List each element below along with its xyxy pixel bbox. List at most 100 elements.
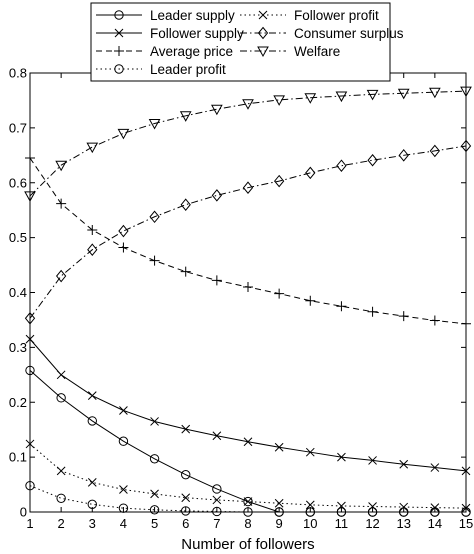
x-tick-label: 9 xyxy=(276,516,283,531)
series-line-follower-profit xyxy=(29,443,467,509)
point-follower-supply xyxy=(212,431,222,441)
point-leader-profit xyxy=(56,493,66,503)
point-leader-supply xyxy=(56,393,66,403)
point-welfare xyxy=(273,95,285,106)
point-follower-profit xyxy=(181,493,191,503)
series-welfare xyxy=(24,86,472,202)
point-average-price xyxy=(118,242,129,253)
series-follower-profit xyxy=(25,439,471,513)
y-tick-label: 0.7 xyxy=(9,120,27,135)
point-leader-supply xyxy=(87,416,97,426)
point-leader-profit xyxy=(149,505,160,515)
point-average-price xyxy=(305,295,316,306)
point-average-price xyxy=(429,315,440,326)
legend-label: Leader supply xyxy=(150,8,235,23)
point-follower-supply xyxy=(87,391,97,401)
point-follower-profit xyxy=(56,466,66,476)
point-consumer-surplus xyxy=(336,159,347,173)
x-tick-label: 10 xyxy=(303,516,317,531)
point-consumer-surplus xyxy=(211,189,223,202)
point-leader-supply xyxy=(149,454,160,464)
point-follower-supply xyxy=(56,370,66,380)
point-leader-supply xyxy=(118,436,129,446)
point-leader-supply xyxy=(212,484,222,494)
x-axis-label: Number of followers xyxy=(181,536,314,553)
x-tick-label: 2 xyxy=(58,516,65,531)
point-follower-profit xyxy=(212,495,222,505)
legend-label: Follower supply xyxy=(150,26,244,41)
x-tick-label: 6 xyxy=(182,516,189,531)
point-consumer-surplus xyxy=(398,149,409,162)
point-follower-supply xyxy=(243,437,253,447)
legend-marker xyxy=(114,46,124,56)
legend-box xyxy=(90,2,391,82)
axis-ticks: 1 2 3 4 5 6 7 8 9 10 11 12 13 14 1500.10.20.30.40.50.6… xyxy=(9,66,473,532)
legend-label: Follower profit xyxy=(294,8,379,23)
y-tick-label: 0.6 xyxy=(9,175,27,190)
point-welfare xyxy=(429,87,441,99)
legend-label: Average price xyxy=(150,44,233,59)
y-tick-label: 0.3 xyxy=(9,340,27,355)
plot-marks xyxy=(24,86,472,517)
point-consumer-surplus xyxy=(87,243,98,256)
point-follower-supply xyxy=(368,456,377,465)
x-tick-label: 15 xyxy=(459,516,473,531)
legend-entry-consumer-surplus: Consumer surplus xyxy=(240,26,404,41)
point-follower-profit xyxy=(119,485,128,494)
point-welfare xyxy=(148,118,161,130)
x-tick-label: 3 xyxy=(89,516,96,531)
legend-marker xyxy=(114,28,124,38)
legend-entry-leader-profit: Leader profit xyxy=(96,62,226,77)
point-average-price xyxy=(367,306,378,317)
point-welfare xyxy=(366,89,379,101)
point-leader-supply xyxy=(181,469,191,480)
point-consumer-surplus xyxy=(118,224,129,238)
point-average-price xyxy=(149,255,160,266)
x-tick-label: 8 xyxy=(244,516,251,531)
point-consumer-surplus xyxy=(55,269,67,283)
point-follower-supply xyxy=(150,417,159,426)
point-follower-profit xyxy=(243,497,253,506)
x-tick-label: 12 xyxy=(365,516,379,531)
x-tick-label: 14 xyxy=(428,516,442,531)
plot-frame xyxy=(29,72,467,513)
point-average-price xyxy=(180,266,191,277)
legend-entry-welfare: Welfare xyxy=(240,44,340,59)
point-welfare xyxy=(179,111,192,122)
point-welfare xyxy=(242,99,254,110)
legend-entry-follower-supply: Follower supply xyxy=(96,26,244,41)
point-consumer-surplus xyxy=(180,198,191,211)
point-consumer-surplus xyxy=(367,153,378,167)
point-follower-profit xyxy=(87,478,97,487)
point-follower-profit xyxy=(274,498,284,508)
legend-marker xyxy=(257,46,269,58)
legend-marker xyxy=(258,10,268,20)
point-follower-supply xyxy=(181,424,191,434)
x-tick-label: 4 xyxy=(120,516,127,531)
point-consumer-surplus xyxy=(149,210,160,224)
series-average-price xyxy=(25,153,471,329)
point-follower-profit xyxy=(150,489,159,499)
point-welfare xyxy=(397,88,410,100)
point-leader-profit xyxy=(181,506,191,516)
point-average-price xyxy=(87,224,98,235)
point-follower-supply xyxy=(430,463,440,472)
point-average-price xyxy=(274,288,285,299)
point-average-price xyxy=(243,282,253,293)
legend-entry-follower-profit: Follower profit xyxy=(240,8,379,23)
series-line-follower-supply xyxy=(29,338,467,472)
point-follower-supply xyxy=(274,442,284,452)
legend-marker xyxy=(257,26,269,40)
legend-marker xyxy=(114,64,124,74)
point-follower-profit xyxy=(337,501,346,511)
legend-entry-leader-supply: Leader supply xyxy=(96,8,235,23)
point-average-price xyxy=(398,311,409,322)
point-follower-supply xyxy=(337,452,346,462)
y-tick-label: 0.8 xyxy=(9,66,27,81)
y-tick-label: 0 xyxy=(20,505,27,520)
x-tick-label: 1 xyxy=(26,516,33,531)
point-welfare xyxy=(55,160,67,172)
point-consumer-surplus xyxy=(242,181,254,194)
y-tick-label: 0.1 xyxy=(9,450,27,465)
